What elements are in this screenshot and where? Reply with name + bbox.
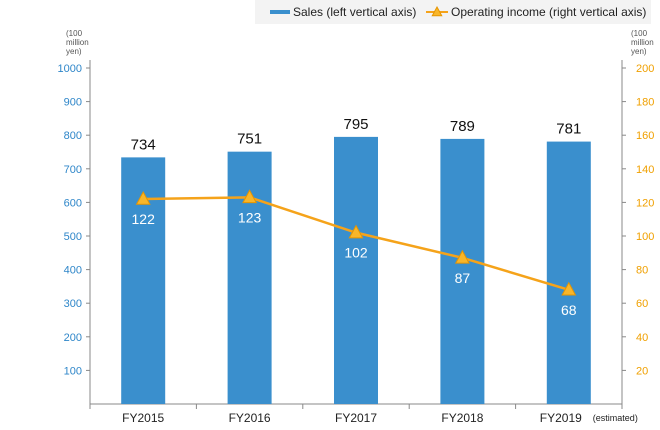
sales-value-label: 734 <box>131 136 156 153</box>
sales-bar <box>440 138 485 404</box>
left-tick-label: 400 <box>64 265 82 277</box>
operating-income-point <box>242 189 258 204</box>
legend-income-marker <box>431 5 443 17</box>
sales-value-label: 795 <box>343 116 368 133</box>
operating-income-value-label: 123 <box>238 209 262 225</box>
right-tick-label: 20 <box>636 365 648 377</box>
sales-value-label: 789 <box>450 118 475 135</box>
operating-income-value-label: 122 <box>132 211 156 227</box>
right-tick-label: 60 <box>636 298 648 310</box>
sales-value-label: 781 <box>556 121 581 138</box>
left-tick-label: 700 <box>64 164 82 176</box>
legend-box <box>255 0 651 24</box>
line-series <box>135 189 577 296</box>
left-axis-unit: million <box>66 38 89 47</box>
legend-income-label: Operating income (right vertical axis) <box>451 5 646 19</box>
left-tick-label: 300 <box>64 298 82 310</box>
right-tick-label: 180 <box>636 97 654 109</box>
axes: (100millionyen)(100millionyen)1002003004… <box>58 29 655 425</box>
sales-bar <box>334 136 378 404</box>
category-label: FY2019 <box>540 411 582 425</box>
left-axis-unit: (100 <box>66 29 83 38</box>
legend-sales-swatch <box>270 10 290 14</box>
right-tick-label: 160 <box>636 130 654 142</box>
left-tick-label: 100 <box>64 365 82 377</box>
right-tick-label: 140 <box>636 164 654 176</box>
left-tick-label: 800 <box>64 130 82 142</box>
category-label: FY2016 <box>229 411 271 425</box>
operating-income-value-label: 68 <box>561 302 577 318</box>
sales-value-label: 751 <box>237 131 262 148</box>
legend-sales-label: Sales (left vertical axis) <box>293 5 416 19</box>
left-tick-label: 1000 <box>58 63 82 75</box>
operating-income-point <box>454 249 470 264</box>
right-tick-label: 200 <box>636 63 654 75</box>
operating-income-point <box>135 190 151 205</box>
right-tick-label: 100 <box>636 231 654 243</box>
left-axis-unit: yen) <box>66 47 82 56</box>
left-tick-label: 900 <box>64 97 82 109</box>
right-tick-label: 40 <box>636 332 648 344</box>
sales-bar <box>546 141 591 405</box>
left-tick-label: 500 <box>64 231 82 243</box>
right-tick-label: 120 <box>636 197 654 209</box>
category-label: FY2018 <box>441 411 483 425</box>
right-tick-label: 80 <box>636 265 648 277</box>
category-label: FY2015 <box>122 411 164 425</box>
right-axis-unit: (100 <box>631 29 648 38</box>
operating-income-value-label: 87 <box>455 270 471 286</box>
category-label: FY2017 <box>335 411 377 425</box>
operating-income-value-label: 102 <box>344 245 368 261</box>
operating-income-point <box>561 281 577 296</box>
data-labels: 734 751 795 789 781 122 123 102 87 68 <box>131 116 582 318</box>
left-tick-label: 600 <box>64 197 82 209</box>
left-tick-label: 200 <box>64 332 82 344</box>
right-axis-unit: million <box>631 38 654 47</box>
operating-income-point <box>348 224 364 239</box>
category-note: (estimated) <box>593 413 638 423</box>
bar-series <box>121 136 591 405</box>
right-axis-unit: yen) <box>631 47 647 56</box>
legend: Sales (left vertical axis) Operating inco… <box>255 0 651 24</box>
